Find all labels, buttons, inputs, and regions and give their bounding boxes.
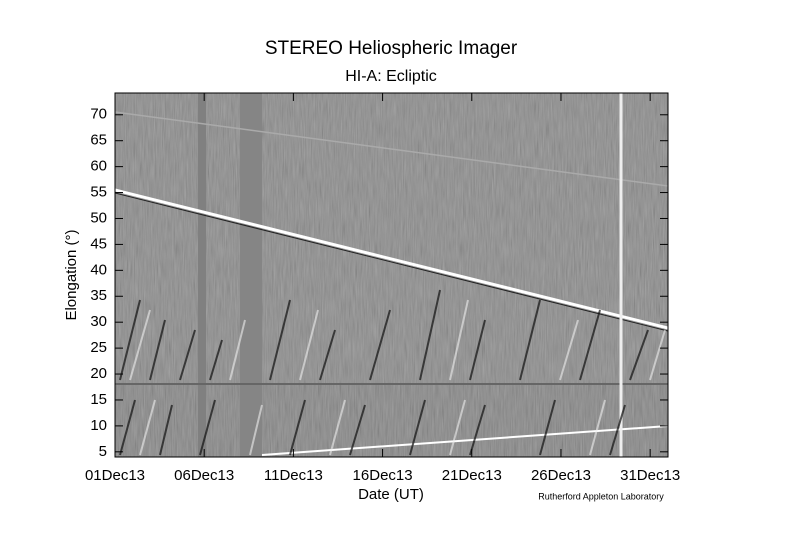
x-tick-label: 26Dec13 [531,467,591,484]
x-tick-label: 21Dec13 [442,467,502,484]
x-axis-label: Date (UT) [358,486,424,503]
y-tick-label: 70 [90,106,107,123]
x-tick-label: 31Dec13 [620,467,680,484]
y-tick-label: 35 [90,287,107,304]
chart-subtitle: HI-A: Ecliptic [345,68,437,85]
x-tick-label: 11Dec13 [264,467,323,484]
x-tick-label: 01Dec13 [85,467,145,484]
y-axis-label: Elongation (°) [63,229,80,320]
y-tick-label: 10 [90,417,107,434]
y-tick-label: 45 [90,235,107,252]
chart-title: STEREO Heliospheric Imager [265,38,518,59]
y-tick-label: 60 [90,158,107,175]
y-tick-label: 50 [90,209,107,226]
y-tick-label: 40 [90,261,107,278]
y-tick-label: 30 [90,313,107,330]
x-tick-label: 06Dec13 [174,467,234,484]
plot-frame [114,92,669,458]
credit: Rutherford Appleton Laboratory [538,491,664,501]
y-tick-label: 25 [90,339,107,356]
y-tick-label: 5 [99,443,107,460]
y-tick-label: 20 [90,365,107,382]
y-tick-label: 65 [90,132,107,149]
y-tick-label: 55 [90,184,107,201]
jmap-image [115,93,668,457]
y-tick-label: 15 [90,391,107,408]
x-tick-label: 16Dec13 [353,467,413,484]
